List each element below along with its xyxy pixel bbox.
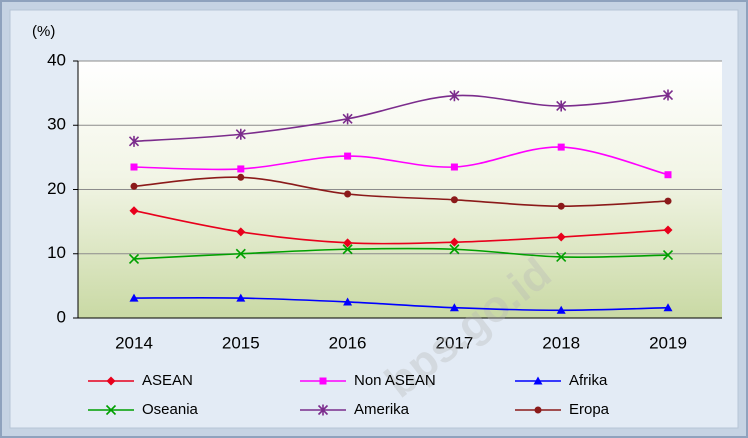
marker [449, 244, 460, 255]
y-tick-label: 0 [57, 307, 66, 326]
series-line [133, 146, 669, 176]
marker [129, 206, 139, 216]
series-line [133, 209, 669, 245]
marker [533, 376, 543, 385]
y-axis-label: (%) [32, 23, 55, 40]
y-tick-label: 10 [47, 243, 66, 262]
series-line [133, 94, 669, 143]
marker [319, 377, 327, 385]
marker [449, 90, 460, 102]
marker [130, 163, 138, 171]
x-tick-label: 2015 [222, 333, 260, 352]
marker [663, 303, 673, 312]
marker [344, 152, 352, 160]
marker [664, 171, 672, 179]
marker [556, 305, 566, 314]
marker [449, 303, 459, 312]
y-tick-label: 30 [47, 115, 66, 134]
marker [236, 293, 246, 302]
marker [450, 196, 458, 204]
series-line [133, 247, 669, 260]
marker [662, 89, 674, 101]
marker [556, 251, 567, 263]
marker [449, 237, 459, 247]
y-tick-label: 20 [47, 179, 66, 198]
legend-item: ASEAN [88, 372, 193, 389]
x-tick-label: 2018 [542, 333, 580, 352]
marker [556, 100, 567, 112]
marker [556, 232, 566, 242]
marker [235, 128, 246, 140]
marker [342, 244, 353, 255]
marker [557, 143, 565, 151]
marker [317, 404, 329, 416]
marker [343, 238, 353, 248]
marker [663, 225, 673, 235]
marker [662, 249, 674, 261]
marker [450, 163, 458, 171]
marker [342, 113, 353, 125]
x-tick-label: 2016 [329, 333, 367, 352]
legend-label: Oseania [142, 401, 199, 418]
x-tick-label: 2019 [649, 333, 687, 352]
marker [106, 376, 116, 386]
marker [534, 406, 542, 414]
y-tick-label: 40 [47, 50, 66, 69]
legend-item: Afrika [515, 372, 608, 389]
x-tick-label: 2014 [115, 333, 153, 352]
series-line [133, 296, 669, 312]
legend-label: Eropa [569, 401, 610, 418]
x-tick-label: 2017 [435, 333, 473, 352]
legend-item: Non ASEAN [300, 372, 436, 389]
marker [237, 173, 245, 181]
legend-item: Oseania [88, 401, 199, 418]
marker [236, 227, 246, 237]
marker [129, 293, 139, 302]
legend-item: Eropa [515, 401, 610, 418]
series-line [133, 176, 669, 208]
marker [128, 135, 140, 147]
marker [237, 165, 245, 173]
legend-label: Non ASEAN [354, 372, 436, 389]
marker [664, 197, 672, 205]
marker [343, 297, 353, 306]
legend-label: ASEAN [142, 372, 193, 389]
marker [130, 182, 138, 190]
legend-label: Afrika [569, 372, 608, 389]
marker [557, 202, 565, 210]
marker [344, 190, 352, 198]
legend-item: Amerika [300, 401, 410, 418]
marker [235, 248, 246, 259]
marker [105, 404, 117, 416]
marker [128, 253, 140, 264]
legend-label: Amerika [354, 401, 410, 418]
